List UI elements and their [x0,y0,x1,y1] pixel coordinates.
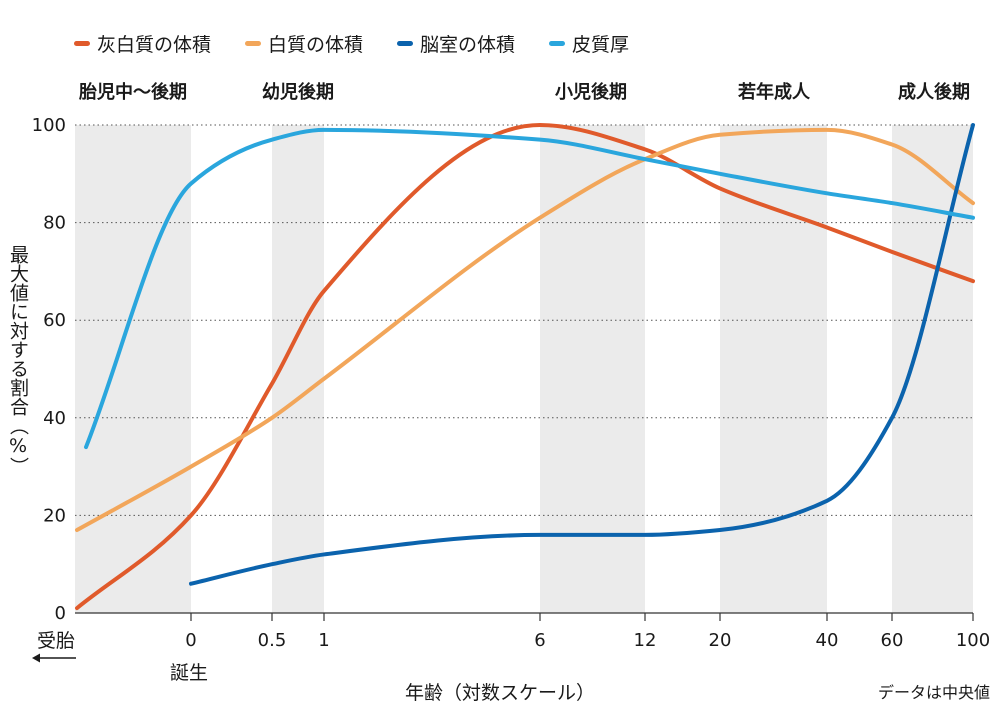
x-tick-label: 100 [956,630,990,651]
x-tick-label: 40 [816,630,839,651]
fertilization-label: 受胎 [37,630,76,652]
legend-swatch [74,41,90,46]
stage-label-infancy: 幼児後期 [262,82,334,103]
stage-label-childhood: 小児後期 [555,82,627,103]
stage-bands [75,125,973,613]
x-axis: 0 0.5 1 6 12 20 40 60 100 [185,613,990,651]
legend: 灰白質の体積 白質の体積 脳室の体積 皮質厚 [74,30,629,57]
x-tick-label: 60 [881,630,904,651]
data-note: データは中央値 [877,683,990,702]
stage-label-late-adult: 成人後期 [898,82,970,103]
series-line [75,127,975,533]
gridlines [75,124,973,614]
y-tick-label: 100 [32,115,66,136]
x-tick-label: 1 [318,630,329,651]
legend-swatch [549,41,566,46]
stage-band [720,125,827,613]
legend-label: 白質の体積 [268,34,364,56]
x-tick-label: 0.5 [258,630,287,651]
x-tick-label: 12 [634,630,657,651]
series-line [75,123,975,611]
legend-label: 灰白質の体積 [97,34,212,56]
stage-label-fetal: 胎児中～後期 [79,82,187,103]
legend-item-cortical-thickness: 皮質厚 [549,30,629,57]
stage-band [75,125,191,613]
series-line [189,123,975,586]
y-tick-label: 40 [43,408,66,429]
series-line [84,127,975,450]
y-tick-label: 20 [43,505,66,526]
y-tick-labels: 0 20 40 60 80 100 [32,115,66,624]
y-tick-label: 80 [43,213,66,234]
x-tick-label: 20 [709,630,732,651]
legend-item-grey-matter: 灰白質の体積 [74,30,211,57]
x-tick-label: 0 [185,630,196,651]
y-tick-label: 0 [55,603,66,624]
legend-item-ventricles: 脳室の体積 [397,30,515,57]
legend-label: 脳室の体積 [420,34,516,56]
x-tick-label: 6 [534,630,545,651]
left-arrow-icon [32,653,76,663]
birth-label: 誕生 [170,662,209,684]
stage-label-young-adult: 若年成人 [738,82,810,103]
stage-band [540,125,645,613]
legend-item-white-matter: 白質の体積 [245,30,363,57]
stage-band [892,125,973,613]
legend-label: 皮質厚 [572,34,630,56]
legend-swatch [397,41,414,46]
y-axis-label: 最大値に対する割合（%） [7,245,29,476]
legend-swatch [245,41,262,46]
x-axis-label: 年齢（対数スケール） [405,682,596,704]
y-tick-label: 60 [43,310,66,331]
series-lines [75,123,975,611]
